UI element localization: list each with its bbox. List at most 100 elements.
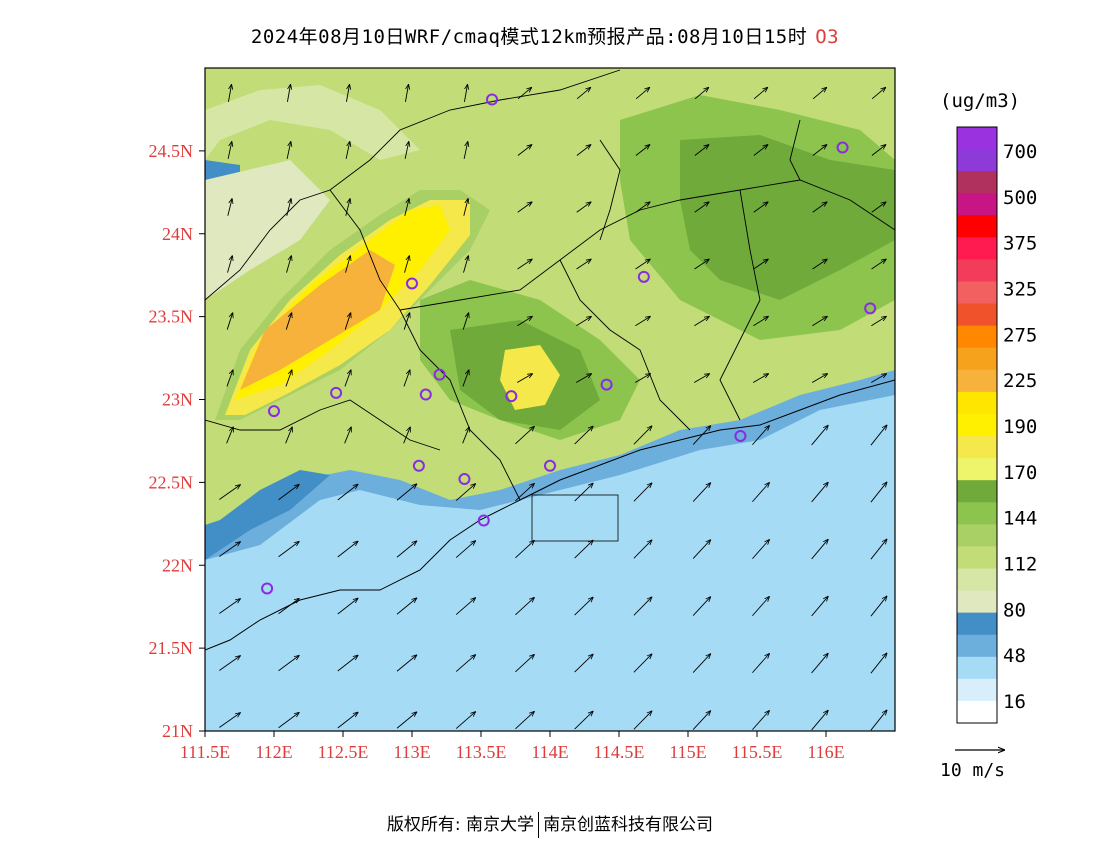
wind-arrow [694, 259, 710, 270]
wind-arrow [812, 144, 827, 156]
wind-arrow [811, 710, 829, 731]
station-marker [836, 141, 849, 154]
legend-frame [956, 126, 998, 724]
legend-swatch [957, 656, 997, 680]
wind-arrow [517, 144, 532, 156]
wind-arrow [870, 425, 887, 446]
wind-arrow [871, 87, 886, 100]
legend-swatch [957, 325, 997, 349]
legend-swatch [957, 502, 997, 525]
wind-arrow [692, 653, 711, 673]
color-legend: 700 500 375 325 275 225 190 170 144 112 80 48 16 [956, 126, 1037, 724]
legend-swatch [957, 237, 997, 260]
station-markers [261, 93, 877, 595]
wind-scale-label: 10 m/s [940, 760, 1006, 781]
wind-arrow [633, 540, 652, 559]
station-marker [477, 514, 490, 527]
station-marker [330, 386, 343, 399]
legend-label: 170 [1003, 462, 1037, 484]
legend-swatch [957, 149, 997, 172]
wind-arrow [871, 202, 887, 213]
lon-label: 112.5E [318, 742, 369, 762]
wind-arrow [515, 654, 534, 673]
wind-arrow [633, 711, 652, 730]
lon-label: 113E [393, 742, 430, 762]
legend-label: 80 [1003, 599, 1026, 621]
wind-arrow [226, 312, 233, 330]
station-marker [268, 405, 280, 418]
wind-arrow [870, 539, 887, 560]
legend-label: 500 [1003, 187, 1037, 209]
wind-arrow [337, 712, 358, 729]
legend-label: 325 [1003, 278, 1037, 300]
lat-label: 23.5N [149, 307, 194, 327]
wind-arrow [574, 654, 594, 673]
wind-arrow [692, 539, 711, 559]
lat-label: 22.5N [149, 472, 194, 492]
legend-swatch [957, 678, 997, 702]
wind-arrow [871, 144, 886, 156]
legend-swatch [957, 369, 997, 393]
legend-swatch [957, 281, 997, 305]
wind-arrow [278, 541, 300, 558]
wind-arrow [635, 144, 650, 156]
wind-arrow [633, 654, 652, 673]
wind-arrow [753, 87, 768, 100]
chart-title: 2024年08月10日WRF/cmaq模式12km预报产品:08月10日15时 O… [0, 22, 1090, 49]
wind-arrow [344, 370, 351, 387]
legend-swatch [957, 171, 997, 194]
lon-label: 112E [255, 742, 292, 762]
wind-arrow [219, 713, 240, 728]
wind-arrow [576, 87, 591, 100]
wind-arrow [517, 202, 533, 213]
wind-arrow [575, 374, 592, 383]
wind-arrow [870, 710, 887, 731]
station-marker [458, 473, 471, 486]
wind-arrow [752, 653, 769, 674]
wind-arrow [278, 598, 300, 615]
station-marker [637, 270, 650, 283]
wind-arrow [278, 484, 300, 501]
wind-arrow [633, 426, 652, 445]
wind-arrow [753, 202, 769, 213]
lon-label: 114.5E [594, 742, 645, 762]
station-marker [261, 582, 274, 595]
legend-label: 16 [1003, 691, 1026, 713]
wind-arrow [752, 710, 769, 731]
wind-arrow [345, 141, 350, 159]
wind-arrow [337, 655, 358, 672]
wind-arrow [462, 370, 469, 387]
station-marker [433, 368, 446, 381]
wind-arrow [635, 87, 650, 100]
wind-arrow [692, 710, 711, 730]
wind-arrow [337, 484, 358, 501]
wind-arrow [811, 482, 829, 503]
wind-arrow [219, 542, 240, 557]
legend-swatch [957, 193, 997, 216]
wind-arrow [285, 370, 292, 387]
wind-arrow [811, 374, 828, 383]
wind-arrow [396, 655, 417, 672]
wind-arrow [574, 483, 594, 502]
wind-arrow [463, 141, 468, 159]
wind-arrow [633, 483, 652, 502]
wind-arrow [694, 316, 709, 327]
wind-vectors [219, 84, 887, 731]
wind-arrow [752, 482, 769, 503]
wind-arrow [463, 84, 467, 102]
station-marker [864, 302, 877, 315]
lon-label: 113.5E [456, 742, 507, 762]
legend-swatch [957, 215, 997, 238]
wind-arrow [344, 312, 351, 330]
wind-arrow [337, 598, 358, 615]
wind-arrow [345, 198, 350, 216]
lon-label: 115E [669, 742, 706, 762]
station-marker [544, 459, 556, 472]
wind-arrow [337, 541, 358, 558]
legend-label: 112 [1003, 554, 1037, 576]
wind-arrow [278, 655, 300, 672]
wind-arrow [227, 255, 233, 273]
wind-arrow [692, 425, 711, 445]
wind-arrow [811, 653, 829, 674]
